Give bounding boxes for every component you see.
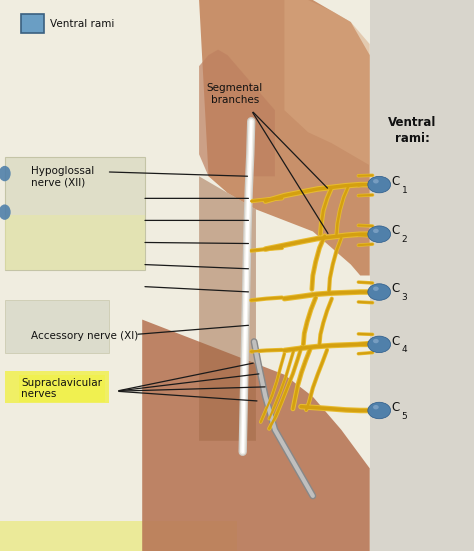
Ellipse shape — [368, 402, 391, 419]
Text: 3: 3 — [401, 293, 407, 302]
Ellipse shape — [0, 166, 10, 181]
Bar — [5, 215, 145, 270]
Text: C: C — [391, 224, 399, 237]
Ellipse shape — [373, 287, 379, 291]
Polygon shape — [199, 176, 256, 441]
Text: C: C — [391, 401, 399, 414]
Ellipse shape — [373, 179, 379, 183]
Text: C: C — [391, 282, 399, 295]
Bar — [0, 521, 237, 551]
Ellipse shape — [373, 229, 379, 233]
FancyBboxPatch shape — [5, 157, 145, 270]
Ellipse shape — [368, 284, 391, 300]
Text: Accessory nerve (XI): Accessory nerve (XI) — [31, 331, 138, 341]
Polygon shape — [142, 320, 370, 551]
Text: Ventral
rami:: Ventral rami: — [388, 116, 437, 145]
Ellipse shape — [368, 226, 391, 242]
Text: C: C — [391, 334, 399, 348]
Text: Supraclavicular
nerves: Supraclavicular nerves — [21, 377, 102, 399]
Ellipse shape — [373, 339, 379, 343]
Ellipse shape — [368, 336, 391, 353]
Text: C: C — [391, 175, 399, 188]
Text: 2: 2 — [401, 235, 407, 244]
Bar — [5, 371, 109, 403]
Text: Ventral rami: Ventral rami — [50, 19, 114, 29]
Ellipse shape — [0, 204, 10, 220]
Text: 1: 1 — [401, 186, 407, 195]
Ellipse shape — [373, 405, 379, 409]
Polygon shape — [199, 50, 275, 176]
Bar — [370, 0, 474, 551]
Polygon shape — [284, 0, 370, 165]
FancyBboxPatch shape — [5, 300, 109, 353]
Text: 4: 4 — [401, 345, 407, 354]
Text: 5: 5 — [401, 412, 407, 420]
Text: Segmental
branches: Segmental branches — [207, 83, 263, 105]
Bar — [21, 14, 44, 33]
Polygon shape — [199, 0, 370, 276]
Ellipse shape — [368, 176, 391, 193]
Text: Hypoglossal
nerve (XII): Hypoglossal nerve (XII) — [31, 165, 94, 187]
